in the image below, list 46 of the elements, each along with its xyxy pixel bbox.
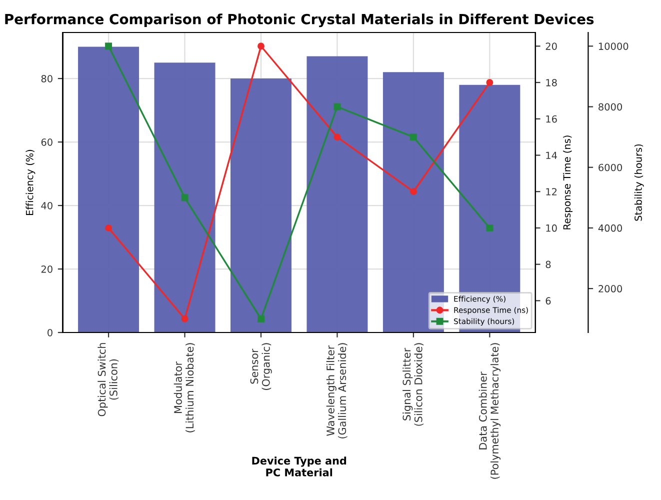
point	[334, 134, 341, 141]
y3-tick-label: 2000	[598, 285, 622, 292]
y2-tick-label: 8	[546, 260, 551, 268]
y3-axis-title: Stability (hours)	[634, 144, 644, 221]
y3-tick-label: 8000	[598, 103, 622, 111]
y3-tick-label: 4000	[598, 224, 622, 232]
y-tick-label: 20	[41, 265, 52, 273]
bar	[382, 72, 444, 332]
point	[410, 188, 417, 196]
y3-tick-label: 10000	[598, 42, 628, 50]
y-axis-title: Efficiency (%)	[26, 150, 36, 215]
y2-tick-label: 20	[546, 42, 557, 50]
bar	[78, 46, 140, 332]
point	[486, 224, 494, 232]
y3-tick-label: 6000	[598, 164, 622, 172]
point	[410, 134, 417, 141]
y2-tick-label: 10	[546, 224, 557, 232]
y2-tick-label: 18	[546, 78, 557, 86]
bar	[306, 56, 368, 332]
x-axis-title: Device Type and PC Material	[252, 456, 346, 476]
x-tick-label: Wavelength Filter (Gallium Arsenide)	[326, 343, 348, 438]
bar	[230, 78, 292, 332]
y2-tick-label: 16	[546, 115, 557, 123]
point	[334, 103, 341, 110]
x-tick-label: Optical Switch (Silicon)	[98, 343, 119, 416]
x-tick-label: Sensor (Organic)	[250, 343, 272, 390]
y2-tick-label: 14	[546, 152, 557, 159]
y2-axis-title: Response Time (ns)	[563, 136, 572, 230]
point	[486, 79, 494, 86]
x-tick-label: Modulator (Lithium Niobate)	[174, 343, 195, 432]
y-tick-label: 80	[41, 75, 52, 82]
point	[105, 224, 112, 232]
y-tick-label: 0	[48, 328, 52, 336]
y2-tick-label: 12	[546, 188, 557, 196]
bar	[154, 62, 216, 332]
y-tick-label: 40	[41, 202, 52, 210]
y-tick-label: 60	[41, 138, 52, 146]
point	[181, 315, 188, 322]
point	[258, 315, 264, 322]
point	[258, 42, 264, 50]
point	[181, 194, 188, 202]
chart-title: Performance Comparison of Photonic Crystal Materials in Different Devices	[5, 14, 594, 28]
y2-tick-label: 6	[546, 297, 551, 305]
x-tick-label: Data Combiner (Polymethyl Methacrylate)	[478, 343, 501, 479]
point	[105, 42, 112, 50]
x-tick-label: Signal Splitter (Silicon Dioxide)	[402, 343, 424, 426]
